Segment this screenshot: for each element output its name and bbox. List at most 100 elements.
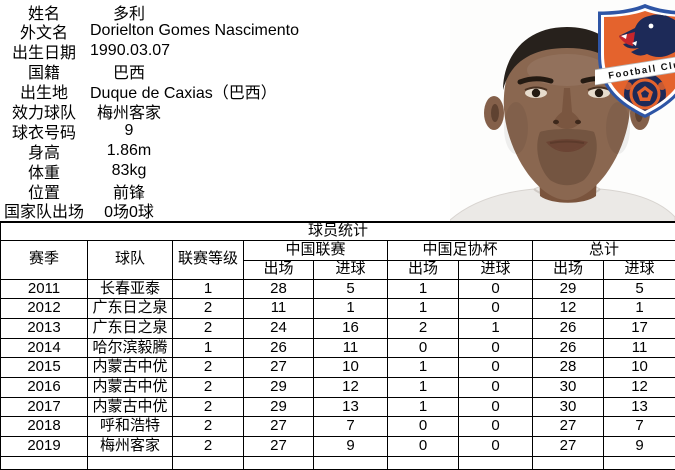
stats-cell-empty [88,456,173,469]
stats-cell-cup-goals: 0 [459,437,533,457]
stats-cell-season: 2011 [1,279,88,299]
info-value: 0场0球 [90,198,168,222]
stats-cell-cup-apps: 1 [388,279,459,299]
info-row: 外文名 Dorielton Gomes Nascimento [0,22,460,41]
club-badge: Football Club [595,2,675,122]
stats-cell-level: 2 [173,358,244,378]
player-info-list: 姓名 多利 外文名 Dorielton Gomes Nascimento 出生日… [0,2,460,220]
stats-cell-total-goals: 1 [604,299,675,319]
stats-table-title: 球员统计 [1,222,675,240]
stats-cell-team: 内蒙古中优 [88,397,173,417]
stats-cell-team: 梅州客家 [88,437,173,457]
info-row: 国家队出场 0场0球 [0,201,460,220]
stats-cell-level: 2 [173,397,244,417]
stats-row: 2011 长春亚泰 1 28 5 1 0 29 5 [1,279,675,299]
stats-cell-cup-apps: 0 [388,417,459,437]
stats-cell-season: 2014 [1,338,88,358]
stats-cell-level: 2 [173,318,244,338]
stats-cell-level: 2 [173,299,244,319]
info-row: 体重 83kg [0,161,460,180]
left-ear-inner [491,104,499,122]
stats-cell-level: 2 [173,437,244,457]
stats-cell-team: 哈尔滨毅腾 [88,338,173,358]
info-row: 出生地 Duque de Caxias（巴西） [0,82,460,101]
info-value: 1990.03.07 [90,42,170,60]
stats-cell-season: 2015 [1,358,88,378]
stats-cell-cup-goals: 0 [459,417,533,437]
info-row: 身高 1.86m [0,141,460,160]
stats-cell-league-apps: 29 [244,397,314,417]
stats-row: 2013 广东日之泉 2 24 16 2 1 26 17 [1,318,675,338]
stats-cell-cup-apps: 1 [388,358,459,378]
header-total-group: 总计 [533,240,675,260]
stats-cell-total-goals: 17 [604,318,675,338]
stats-cell-league-apps: 28 [244,279,314,299]
stats-cell-league-apps: 24 [244,318,314,338]
stats-cell-total-goals: 9 [604,437,675,457]
stats-cell-empty [533,456,604,469]
stats-cell-cup-apps: 1 [388,377,459,397]
stats-cell-total-apps: 27 [533,437,604,457]
stats-cell-total-apps: 27 [533,417,604,437]
stats-cell-cup-goals: 0 [459,377,533,397]
header-season: 赛季 [1,240,88,279]
stats-cell-total-goals: 11 [604,338,675,358]
stats-cell-cup-apps: 1 [388,397,459,417]
info-value: 多利 [90,0,168,24]
stats-cell-season: 2017 [1,397,88,417]
stats-cell-total-goals: 13 [604,397,675,417]
stats-cell-league-goals: 1 [314,299,388,319]
header-team: 球队 [88,240,173,279]
stats-table-title-row: 球员统计 [1,222,675,240]
header-league-apps: 出场 [244,260,314,279]
stats-header-row: 赛季 球队 联赛等级 中国联赛 中国足协杯 总计 [1,240,675,260]
stats-cell-team: 内蒙古中优 [88,358,173,378]
stats-cell-total-apps: 26 [533,338,604,358]
header-cup-goals: 进球 [459,260,533,279]
stats-cell-level: 1 [173,338,244,358]
stats-cell-season: 2012 [1,299,88,319]
stats-row: 2014 哈尔滨毅腾 1 26 11 0 0 26 11 [1,338,675,358]
header-cup-apps: 出场 [388,260,459,279]
stats-cell-season: 2013 [1,318,88,338]
stats-row: 2019 梅州客家 2 27 9 0 0 27 9 [1,437,675,457]
stats-cell-level: 2 [173,417,244,437]
stats-cell-cup-apps: 2 [388,318,459,338]
stats-cell-empty [604,456,675,469]
stats-cell-level: 2 [173,377,244,397]
stats-cell-level: 1 [173,279,244,299]
stats-cell-league-goals: 9 [314,437,388,457]
stats-cell-league-goals: 12 [314,377,388,397]
right-nostril [575,120,581,124]
stats-cell-cup-goals: 0 [459,279,533,299]
header-total-apps: 出场 [533,260,604,279]
stats-row: 2015 内蒙古中优 2 27 10 1 0 28 10 [1,358,675,378]
stats-cell-empty [388,456,459,469]
stats-cell-league-apps: 27 [244,417,314,437]
player-stats-table: 球员统计 赛季 球队 联赛等级 中国联赛 中国足协杯 总计 出场 进球 出场 进… [0,221,675,470]
stats-cell-league-apps: 11 [244,299,314,319]
stats-table-body: 2011 长春亚泰 1 28 5 1 0 29 5 2012 广东日之泉 2 1… [1,279,675,456]
stats-row: 2018 呼和浩特 2 27 7 0 0 27 7 [1,417,675,437]
stats-cell-league-goals: 7 [314,417,388,437]
stats-cell-cup-goals: 0 [459,338,533,358]
info-value: 梅州客家 [90,99,168,123]
stats-cell-total-goals: 12 [604,377,675,397]
left-cheek-shadow [504,102,528,154]
stats-cell-league-apps: 27 [244,437,314,457]
stats-cell-league-apps: 27 [244,358,314,378]
stats-partial-row [1,456,675,469]
stats-cell-total-apps: 28 [533,358,604,378]
stats-cell-cup-goals: 0 [459,358,533,378]
header-league-group: 中国联赛 [244,240,388,260]
stats-cell-team: 长春亚泰 [88,279,173,299]
info-label: 国家队出场 [0,198,88,222]
stats-row: 2017 内蒙古中优 2 29 13 1 0 30 13 [1,397,675,417]
stats-cell-cup-goals: 0 [459,397,533,417]
stats-cell-cup-goals: 1 [459,318,533,338]
stats-cell-league-goals: 11 [314,338,388,358]
stats-cell-league-goals: 13 [314,397,388,417]
stats-cell-total-apps: 12 [533,299,604,319]
stats-cell-cup-apps: 1 [388,299,459,319]
stats-cell-empty [1,456,88,469]
